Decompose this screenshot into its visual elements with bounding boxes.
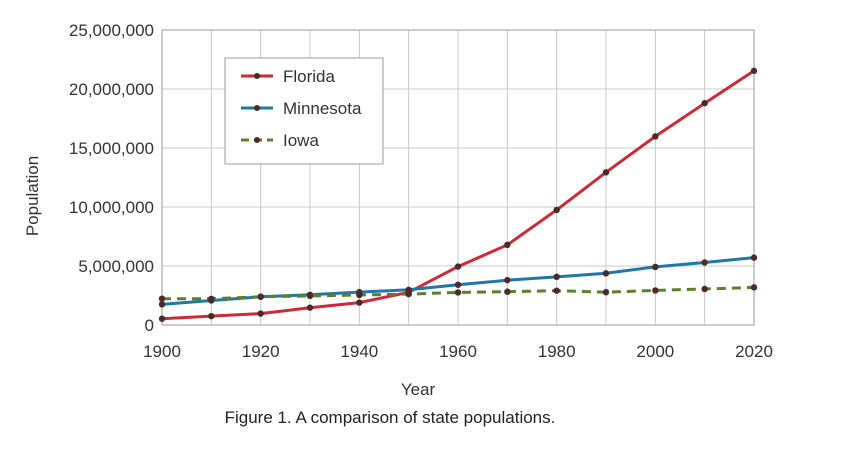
data-point-minnesota (701, 259, 708, 266)
y-tick-label: 10,000,000 (69, 198, 154, 217)
data-point-minnesota (553, 273, 560, 281)
figure-caption: Figure 1. A comparison of state populati… (224, 408, 556, 427)
y-tick-label: 15,000,000 (69, 139, 154, 158)
x-tick-label: 1920 (242, 342, 280, 361)
data-point-minnesota (454, 281, 462, 288)
x-tick-label: 2000 (636, 342, 674, 361)
legend-marker-iowa (254, 137, 260, 143)
legend-marker-minnesota (254, 105, 260, 111)
data-point-florida (750, 67, 758, 75)
data-point-florida (208, 312, 215, 320)
data-point-iowa (454, 289, 462, 296)
y-tick-label: 25,000,000 (69, 21, 154, 40)
data-point-minnesota (602, 270, 610, 277)
data-point-florida (158, 315, 166, 322)
data-point-minnesota (750, 254, 758, 261)
data-point-minnesota (158, 301, 166, 308)
x-tick-label: 1900 (143, 342, 181, 361)
data-point-florida (454, 263, 462, 270)
data-point-iowa (701, 285, 708, 293)
data-point-iowa (158, 295, 166, 302)
data-point-minnesota (652, 263, 659, 271)
series-lines (158, 67, 758, 322)
y-tick-labels: 0 5,000,000 10,000,000 15,000,000 20,000,000… (69, 21, 154, 335)
data-point-florida (701, 99, 708, 107)
x-tick-label: 1960 (439, 342, 477, 361)
data-point-iowa (356, 291, 363, 299)
legend-label-minnesota: Minnesota (283, 99, 362, 118)
legend-marker-florida (254, 73, 260, 79)
x-tick-labels: 1900 1920 1940 1960 1980 2000 2020 (143, 342, 773, 361)
data-point-florida (553, 206, 560, 214)
data-point-iowa (306, 292, 314, 300)
data-point-florida (602, 169, 610, 176)
y-tick-label: 5,000,000 (78, 257, 154, 276)
data-point-iowa (602, 288, 610, 296)
data-point-iowa (405, 290, 412, 298)
y-tick-label: 0 (145, 316, 154, 335)
legend: Florida Minnesota Iowa (224, 57, 384, 165)
data-point-florida (652, 133, 659, 140)
x-tick-label: 1980 (538, 342, 576, 361)
series-iowa (158, 284, 758, 303)
y-axis-title: Population (23, 156, 42, 236)
legend-label-iowa: Iowa (283, 131, 319, 150)
x-tick-label: 1940 (340, 342, 378, 361)
data-point-florida (306, 304, 314, 311)
data-point-iowa (652, 287, 659, 294)
data-point-florida (504, 241, 511, 249)
data-point-florida (257, 310, 264, 317)
legend-label-florida: Florida (283, 67, 336, 86)
data-point-florida (356, 299, 363, 306)
data-point-iowa (553, 287, 560, 294)
y-tick-label: 20,000,000 (69, 80, 154, 99)
plot-border (161, 29, 755, 326)
data-point-iowa (504, 288, 511, 295)
x-tick-label: 2020 (735, 342, 773, 361)
data-point-minnesota (504, 276, 511, 284)
data-point-iowa (208, 295, 215, 303)
data-point-iowa (257, 293, 264, 300)
x-axis-title: Year (401, 380, 436, 399)
data-point-iowa (750, 284, 758, 291)
